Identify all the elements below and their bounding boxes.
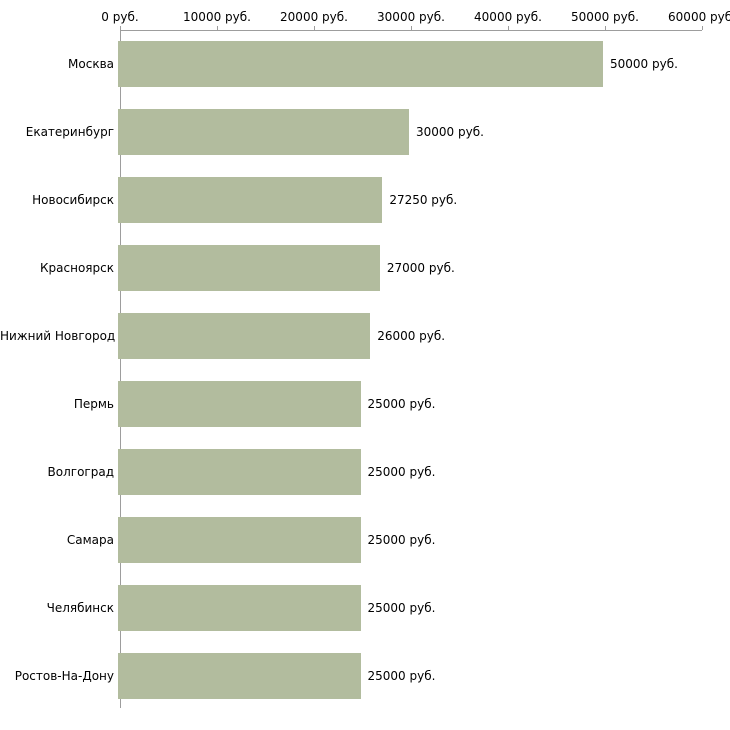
bar-row: Красноярск 27000 руб. <box>0 234 730 302</box>
x-tick-mark <box>411 26 412 30</box>
category-label: Волгоград <box>47 465 114 479</box>
category-label: Пермь <box>73 397 114 411</box>
value-label: 25000 руб. <box>367 601 436 615</box>
x-tick-label: 20000 руб. <box>280 10 348 24</box>
bar <box>118 245 380 291</box>
x-tick-label: 50000 руб. <box>571 10 639 24</box>
category-label: Самара <box>66 533 114 547</box>
category-label: Нижний Новгород <box>0 329 116 343</box>
bar-row: Москва 50000 руб. <box>0 30 730 98</box>
category-label: Красноярск <box>40 261 114 275</box>
value-label: 25000 руб. <box>367 669 436 683</box>
value-label: 30000 руб. <box>416 125 484 139</box>
category-label: Новосибирск <box>32 193 114 207</box>
value-label: 26000 руб. <box>377 329 446 343</box>
bar <box>118 653 361 699</box>
bar <box>118 313 371 359</box>
bar <box>118 585 361 631</box>
x-axis-line <box>120 30 702 31</box>
x-tick-mark <box>605 26 606 30</box>
x-tick-label: 0 руб. <box>101 10 139 24</box>
x-tick-mark <box>120 26 121 30</box>
value-label: 25000 руб. <box>367 533 436 547</box>
value-label: 25000 руб. <box>367 397 436 411</box>
value-label: 27000 руб. <box>386 261 455 275</box>
category-label: Ростов-На-Дону <box>14 669 114 683</box>
plot-area: Москва 50000 руб. Екатеринбург 30000 руб. Но… <box>0 30 730 710</box>
value-label: 25000 руб. <box>367 465 436 479</box>
bar <box>118 381 361 427</box>
y-axis-line <box>120 30 121 708</box>
bar-row: Пермь 25000 руб. <box>0 370 730 438</box>
x-tick-mark <box>702 26 703 30</box>
bar-row: Волгоград 25000 руб. <box>0 438 730 506</box>
bar <box>118 449 361 495</box>
x-tick-mark <box>217 26 218 30</box>
bar-row: Екатеринбург 30000 руб. <box>0 98 730 166</box>
category-label: Челябинск <box>46 601 114 615</box>
bar <box>118 109 409 155</box>
bar-row: Ростов-На-Дону 25000 руб. <box>0 642 730 710</box>
x-tick-label: 60000 руб. <box>668 10 730 24</box>
bar-row: Самара 25000 руб. <box>0 506 730 574</box>
bar-row: Нижний Новгород 26000 руб. <box>0 302 730 370</box>
x-tick-mark <box>508 26 509 30</box>
bar <box>118 177 383 223</box>
bar-row: Челябинск 25000 руб. <box>0 574 730 642</box>
x-tick-label: 30000 руб. <box>377 10 445 24</box>
x-tick-label: 10000 руб. <box>183 10 251 24</box>
category-label: Москва <box>68 57 114 71</box>
x-tick-mark <box>314 26 315 30</box>
x-tick-label: 40000 руб. <box>474 10 542 24</box>
bar <box>118 41 603 87</box>
value-label: 50000 руб. <box>610 57 678 71</box>
bar-row: Новосибирск 27250 руб. <box>0 166 730 234</box>
category-label: Екатеринбург <box>25 125 114 139</box>
bar <box>118 517 361 563</box>
value-label: 27250 руб. <box>389 193 458 207</box>
